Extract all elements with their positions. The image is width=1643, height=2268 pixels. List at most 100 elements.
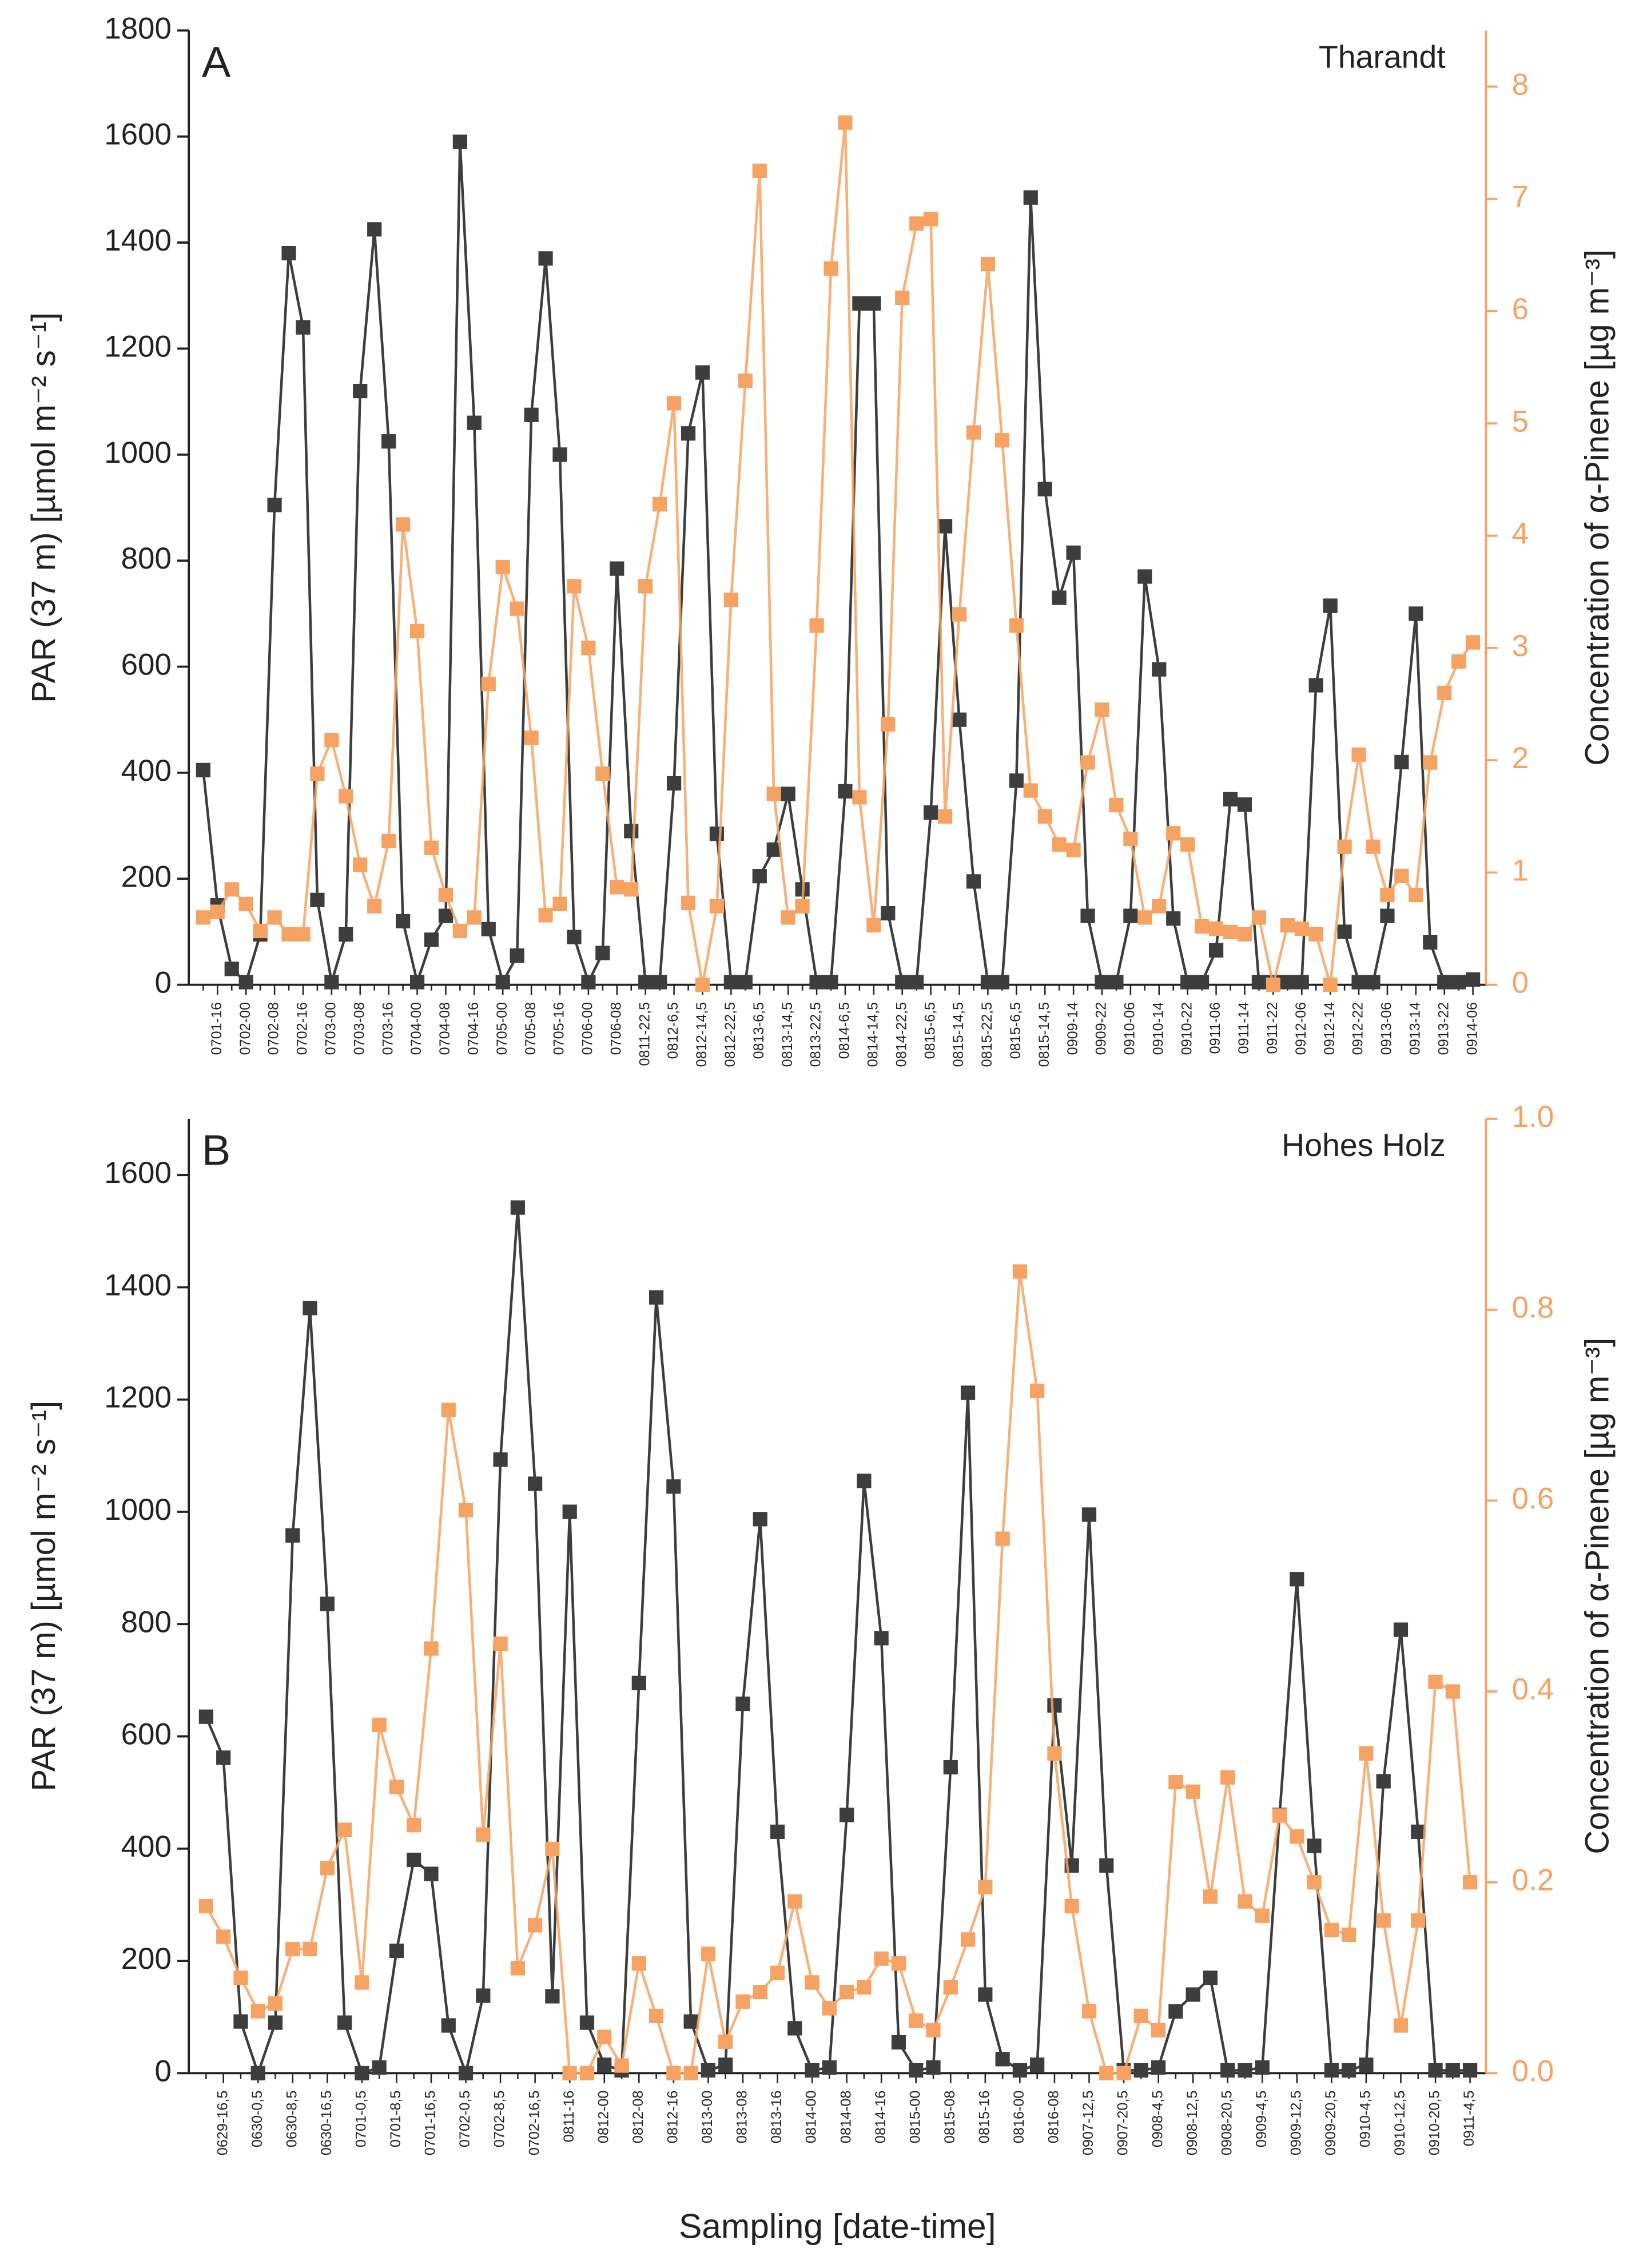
marker xyxy=(852,296,867,311)
marker xyxy=(666,1479,681,1494)
marker xyxy=(857,1473,872,1488)
marker xyxy=(1393,2018,1409,2033)
marker xyxy=(1081,2004,1097,2019)
marker xyxy=(1294,921,1309,936)
marker xyxy=(1251,910,1267,925)
marker xyxy=(320,1861,335,1876)
y2-tick-label: 7 xyxy=(1512,180,1529,214)
marker xyxy=(337,2015,352,2030)
marker xyxy=(1009,773,1024,788)
marker xyxy=(409,975,425,990)
marker xyxy=(552,447,567,462)
marker xyxy=(581,975,596,990)
x-tick-label: 0907-12,5 xyxy=(1080,2091,1096,2155)
x-tick-label: 0911-4,5 xyxy=(1461,2091,1477,2147)
marker xyxy=(924,212,938,227)
marker xyxy=(452,923,467,939)
marker xyxy=(752,164,767,178)
marker xyxy=(805,1975,819,1990)
marker xyxy=(683,2066,698,2080)
marker xyxy=(1152,662,1167,677)
x-tick-label: 0812-6,5 xyxy=(665,1002,681,1059)
x-tick-label: 0813-16 xyxy=(769,2091,785,2143)
marker xyxy=(1238,2063,1252,2078)
marker xyxy=(267,498,282,513)
series-line xyxy=(202,122,1474,986)
marker xyxy=(545,1989,560,2004)
marker xyxy=(1052,590,1067,605)
marker xyxy=(1203,1889,1218,1904)
y2-tick-label: 0 xyxy=(1512,966,1529,1000)
marker xyxy=(216,1929,231,1944)
y2-axis-title: Concentration of α-Pinene [µg m⁻³] xyxy=(1580,1338,1616,1854)
marker xyxy=(766,787,781,801)
marker xyxy=(595,766,610,781)
marker xyxy=(978,1987,993,2002)
marker xyxy=(1351,747,1366,762)
y-tick-label: 400 xyxy=(121,754,172,788)
marker xyxy=(1080,908,1095,923)
marker xyxy=(538,908,553,923)
marker xyxy=(310,892,325,907)
marker xyxy=(310,766,325,781)
marker xyxy=(738,374,753,388)
x-tick-label: 0706-08 xyxy=(608,1002,624,1055)
marker xyxy=(1064,1898,1079,1914)
marker xyxy=(822,2001,837,2016)
y2-tick-label: 6 xyxy=(1512,292,1529,326)
marker xyxy=(441,2018,456,2033)
x-tick-label: 0815-14,5 xyxy=(1036,1002,1052,1067)
marker xyxy=(595,946,610,960)
marker xyxy=(281,927,296,942)
marker xyxy=(1151,2060,1166,2075)
x-tick-label: 0908-4,5 xyxy=(1149,2091,1165,2147)
x-tick-label: 0816-00 xyxy=(1011,2091,1027,2143)
x-tick-label: 0815-6,5 xyxy=(922,1002,938,1059)
marker xyxy=(196,762,210,777)
marker xyxy=(510,601,524,616)
marker xyxy=(805,2063,819,2078)
marker xyxy=(296,320,311,335)
x-tick-label: 0914-06 xyxy=(1464,1002,1480,1055)
x-tick-label: 0910-22 xyxy=(1179,1002,1195,1055)
marker xyxy=(610,561,624,576)
marker xyxy=(909,2063,924,2078)
marker xyxy=(372,2060,387,2075)
marker xyxy=(1238,1894,1252,1909)
marker xyxy=(966,425,981,440)
marker xyxy=(495,559,510,575)
marker xyxy=(1251,975,1267,990)
marker xyxy=(695,365,710,380)
x-tick-label: 0813-14,5 xyxy=(779,1002,795,1067)
marker xyxy=(1451,654,1466,669)
marker xyxy=(1411,1913,1426,1928)
marker xyxy=(396,517,411,532)
marker xyxy=(458,2066,474,2080)
x-tick-label: 0705-16 xyxy=(551,1002,567,1055)
x-tick-label: 0701-0,5 xyxy=(353,2091,369,2147)
marker xyxy=(1428,2063,1443,2078)
marker xyxy=(666,396,682,411)
x-tick-label: 0703-00 xyxy=(323,1002,339,1055)
marker xyxy=(909,975,924,990)
marker xyxy=(1012,1264,1027,1279)
y2-tick-label: 1 xyxy=(1512,853,1529,887)
marker xyxy=(353,383,368,399)
marker xyxy=(458,1503,474,1518)
marker xyxy=(1066,843,1081,857)
marker xyxy=(1123,831,1138,847)
marker xyxy=(1208,921,1224,936)
marker xyxy=(1081,1507,1097,1522)
marker xyxy=(1351,975,1366,990)
marker xyxy=(1116,2066,1131,2080)
x-tick-label: 0910-06 xyxy=(1122,1002,1138,1055)
y-tick-label: 1800 xyxy=(104,11,172,45)
x-tick-label: 0814-00 xyxy=(803,2091,819,2143)
y2-tick-label: 5 xyxy=(1512,404,1529,438)
marker xyxy=(701,1947,716,1961)
x-tick-label: 0706-00 xyxy=(580,1002,596,1055)
marker xyxy=(1133,2008,1148,2023)
x-tick-label: 0812-08 xyxy=(630,2091,646,2143)
